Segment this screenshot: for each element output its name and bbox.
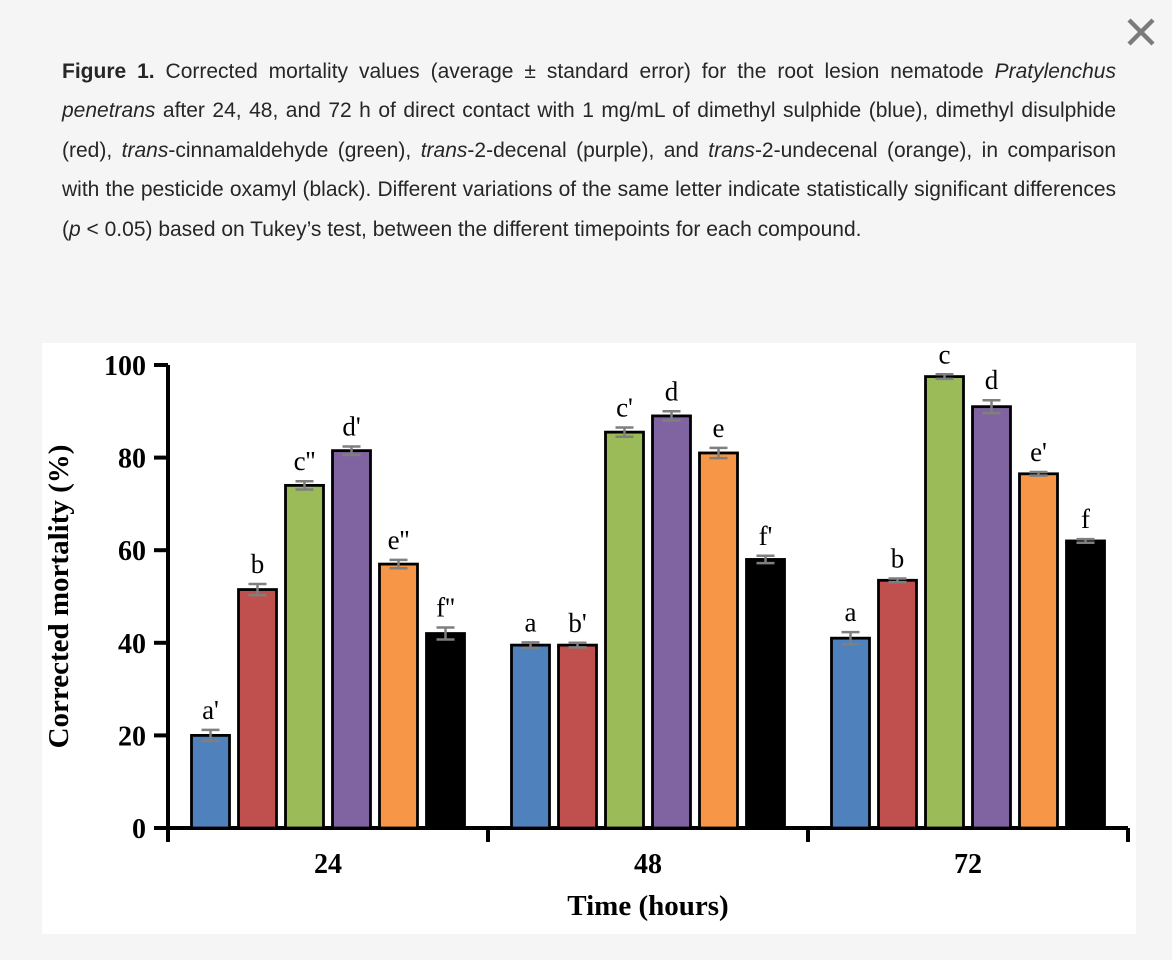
- x-category-label: 24: [314, 849, 342, 880]
- caption-text-run: -2-decenal (purple), and: [467, 138, 709, 162]
- bar-trans-2-undecenal-48h: [698, 451, 739, 830]
- close-button[interactable]: [1121, 12, 1161, 52]
- significance-letter: e': [1030, 437, 1047, 467]
- caption-text-run: after 24, 48, and 72 h of direct contact…: [62, 99, 1116, 162]
- x-axis-title: Time (hours): [567, 890, 728, 922]
- y-tick-label: 40: [118, 629, 146, 660]
- significance-letter: a: [525, 607, 537, 637]
- y-tick-label: 100: [104, 351, 146, 382]
- significance-letter: e: [713, 413, 725, 443]
- significance-letter: a: [845, 597, 857, 627]
- bar-trans-2-undecenal-72h: [1018, 472, 1059, 830]
- bar-trans-2-undecenal-24h: [378, 562, 419, 830]
- significance-letter: d: [665, 376, 679, 406]
- bar-dimethyl-sulphide-24h: [190, 733, 231, 830]
- bar-dimethyl-sulphide-48h: [510, 643, 551, 830]
- caption-italic-run: trans: [420, 138, 468, 162]
- significance-letter: a': [202, 695, 219, 725]
- bar-dimethyl-disulphide-48h: [557, 643, 598, 830]
- bar-dimethyl-disulphide-72h: [877, 578, 918, 830]
- significance-letter: f: [1081, 504, 1090, 534]
- x-category-label: 48: [634, 849, 662, 880]
- significance-letter: d: [985, 365, 999, 395]
- caption-italic-run: p: [69, 217, 81, 241]
- y-tick-label: 80: [118, 444, 146, 475]
- significance-letter: c'': [294, 446, 316, 476]
- significance-letter: b: [891, 543, 905, 573]
- bar-chart: 0 20 40 60 80 100 24 48 72 a' a a b b' b c'' c' c d' d d e'' e…: [43, 343, 1130, 922]
- bar-dimethyl-disulphide-24h: [237, 588, 278, 830]
- caption-italic-run: trans: [121, 138, 169, 162]
- bar-dimethyl-sulphide-72h: [830, 636, 871, 830]
- bar-trans-cinnamaldehyde-24h: [284, 483, 325, 830]
- bar-oxamyl-72h: [1065, 539, 1106, 830]
- close-icon: [1127, 18, 1155, 46]
- significance-letter: f': [759, 521, 773, 551]
- caption-bold-run: Figure 1.: [62, 60, 166, 83]
- y-tick-label: 60: [118, 536, 146, 567]
- y-tick-label: 20: [118, 721, 146, 752]
- bar-trans-cinnamaldehyde-72h: [924, 375, 965, 830]
- significance-letter: f'': [436, 593, 455, 623]
- significance-letter: b: [251, 549, 265, 579]
- figure-caption: Figure 1. Corrected mortality values (av…: [62, 52, 1116, 249]
- y-tick-label: 0: [132, 814, 146, 845]
- bar-trans-cinnamaldehyde-48h: [604, 430, 645, 830]
- significance-letter: c': [616, 393, 633, 423]
- caption-text-run: -2-undecenal (orange), in comparison wit…: [62, 138, 1116, 241]
- significance-letter: b': [568, 608, 586, 638]
- caption-italic-run: trans: [708, 138, 755, 162]
- significance-letter: d': [342, 411, 360, 441]
- bar-trans-2-decenal-72h: [971, 405, 1012, 830]
- significance-letter: c: [939, 343, 951, 369]
- bar-trans-2-decenal-24h: [331, 449, 372, 830]
- chart-panel: 0 20 40 60 80 100 24 48 72 a' a a b b' b c'' c' c d' d d e'' e…: [42, 343, 1136, 934]
- caption-italic-run: Pratylenchus penetrans: [62, 60, 1116, 123]
- bar-oxamyl-48h: [745, 558, 786, 830]
- caption-text-run: Corrected mortality values (average ± st…: [165, 60, 995, 83]
- bar-trans-2-decenal-48h: [651, 414, 692, 830]
- y-axis-title: Corrected mortality (%): [43, 445, 75, 749]
- caption-text-run: -cinnamaldehyde (green),: [168, 138, 421, 162]
- x-category-label: 72: [954, 849, 982, 880]
- bar-oxamyl-24h: [425, 632, 466, 830]
- significance-letter: e'': [388, 525, 410, 555]
- caption-text-run: < 0.05) based on Tukey’s test, between t…: [80, 217, 862, 241]
